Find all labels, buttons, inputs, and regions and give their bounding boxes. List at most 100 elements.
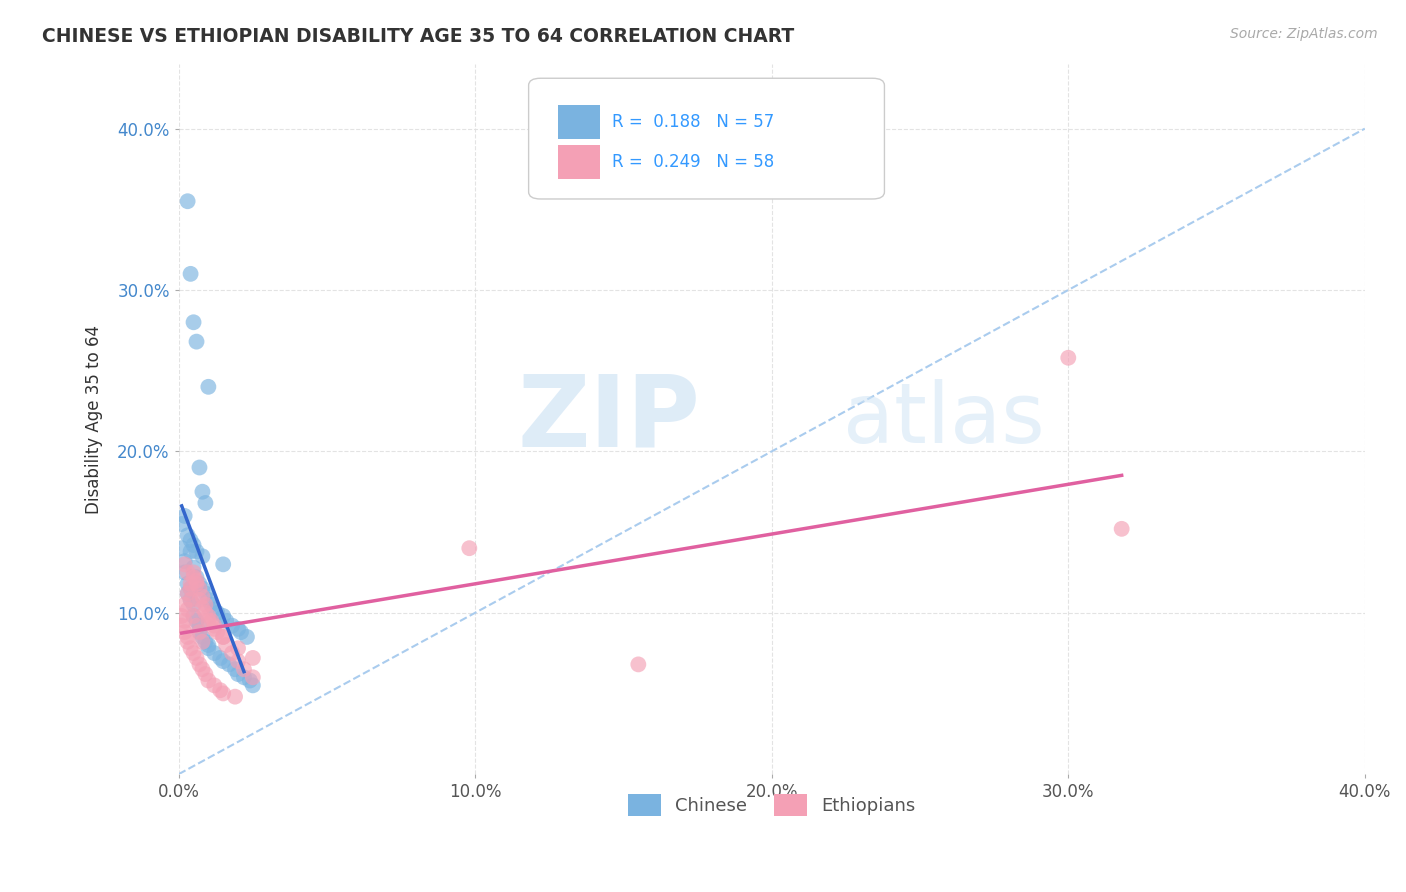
- Point: [170, 516, 193, 531]
- Point: [188, 657, 211, 672]
- Point: [188, 625, 211, 640]
- Point: [221, 618, 243, 632]
- Point: [233, 670, 256, 684]
- Point: [202, 622, 225, 636]
- Point: [226, 654, 249, 668]
- Point: [197, 380, 219, 394]
- Point: [194, 598, 217, 612]
- Point: [183, 538, 205, 552]
- FancyBboxPatch shape: [529, 78, 884, 199]
- Text: R =  0.249   N = 58: R = 0.249 N = 58: [612, 153, 773, 171]
- Point: [180, 582, 202, 596]
- Point: [183, 560, 205, 574]
- Point: [197, 609, 219, 624]
- Point: [180, 267, 202, 281]
- Point: [186, 570, 208, 584]
- Point: [183, 598, 205, 612]
- Point: [180, 592, 202, 607]
- Point: [212, 609, 235, 624]
- Point: [215, 638, 238, 652]
- Point: [191, 601, 214, 615]
- Point: [194, 586, 217, 600]
- Point: [176, 528, 198, 542]
- Point: [183, 609, 205, 624]
- Point: [226, 641, 249, 656]
- Text: ZIP: ZIP: [517, 370, 700, 467]
- Point: [209, 683, 232, 698]
- Point: [218, 657, 240, 672]
- Legend: Chinese, Ethiopians: Chinese, Ethiopians: [619, 785, 924, 825]
- Point: [212, 558, 235, 572]
- Point: [197, 673, 219, 688]
- Point: [233, 662, 256, 676]
- Point: [194, 667, 217, 681]
- Text: CHINESE VS ETHIOPIAN DISABILITY AGE 35 TO 64 CORRELATION CHART: CHINESE VS ETHIOPIAN DISABILITY AGE 35 T…: [42, 27, 794, 45]
- Point: [191, 590, 214, 604]
- Point: [242, 651, 264, 665]
- Point: [188, 625, 211, 640]
- Point: [188, 592, 211, 607]
- Point: [188, 460, 211, 475]
- Point: [173, 625, 195, 640]
- Point: [197, 614, 219, 628]
- Point: [186, 651, 208, 665]
- Point: [183, 315, 205, 329]
- Point: [197, 641, 219, 656]
- Point: [183, 570, 205, 584]
- Point: [188, 618, 211, 632]
- Point: [212, 630, 235, 644]
- Point: [186, 334, 208, 349]
- Point: [176, 194, 198, 209]
- Point: [173, 554, 195, 568]
- Point: [202, 618, 225, 632]
- Point: [180, 544, 202, 558]
- Point: [183, 646, 205, 660]
- Point: [186, 614, 208, 628]
- Point: [176, 602, 198, 616]
- Point: [173, 598, 195, 612]
- Point: [226, 622, 249, 636]
- Point: [194, 496, 217, 510]
- Point: [197, 638, 219, 652]
- Point: [186, 544, 208, 558]
- Point: [176, 630, 198, 644]
- Point: [194, 606, 217, 620]
- Point: [186, 576, 208, 591]
- Point: [191, 635, 214, 649]
- Point: [173, 558, 195, 572]
- Point: [209, 651, 232, 665]
- Point: [176, 635, 198, 649]
- Point: [221, 646, 243, 660]
- Point: [176, 576, 198, 591]
- Point: [186, 574, 208, 588]
- Point: [207, 606, 229, 620]
- Point: [188, 576, 211, 591]
- Point: [202, 646, 225, 660]
- Point: [202, 602, 225, 616]
- Point: [173, 566, 195, 580]
- Point: [191, 630, 214, 644]
- Point: [176, 586, 198, 600]
- Point: [212, 686, 235, 700]
- Y-axis label: Disability Age 35 to 64: Disability Age 35 to 64: [86, 325, 103, 514]
- Point: [215, 614, 238, 628]
- Point: [242, 670, 264, 684]
- Point: [170, 609, 193, 624]
- Point: [1057, 351, 1080, 365]
- Point: [1111, 522, 1133, 536]
- Point: [224, 662, 246, 676]
- Point: [180, 533, 202, 548]
- Point: [207, 625, 229, 640]
- Point: [183, 566, 205, 580]
- Point: [194, 635, 217, 649]
- Point: [191, 582, 214, 596]
- Point: [229, 625, 252, 640]
- Bar: [558, 104, 600, 138]
- Point: [458, 541, 481, 556]
- Point: [226, 667, 249, 681]
- Point: [180, 576, 202, 591]
- Point: [173, 614, 195, 628]
- Point: [180, 582, 202, 596]
- Point: [197, 592, 219, 607]
- Point: [627, 657, 650, 672]
